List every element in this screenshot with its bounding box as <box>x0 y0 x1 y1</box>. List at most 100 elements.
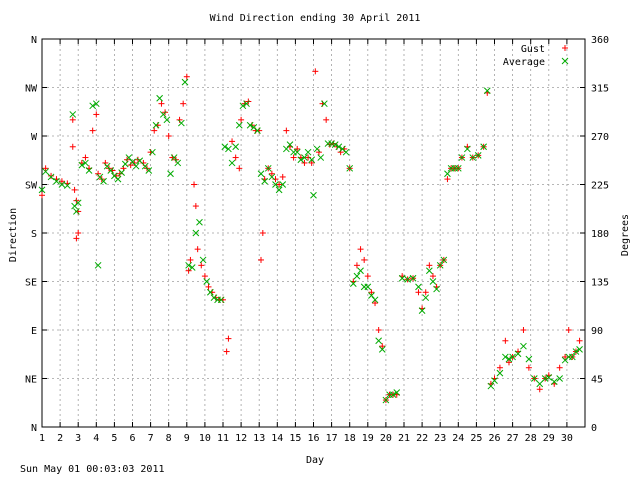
y-axis-label-right: Degrees <box>620 214 631 256</box>
x-tick-label: 24 <box>452 433 464 444</box>
average-point <box>469 154 477 161</box>
average-point <box>268 173 276 181</box>
gust-point <box>258 256 265 263</box>
average-point <box>418 307 426 314</box>
average-point <box>382 396 390 404</box>
average-point <box>545 374 553 381</box>
gust-point <box>268 170 275 177</box>
y-axis-label-left: Direction <box>8 208 19 262</box>
average-point <box>78 161 86 169</box>
y-tick-label-right: 45 <box>591 375 603 386</box>
gust-point <box>192 203 199 210</box>
average-point <box>454 164 462 172</box>
y-tick-label-left: S <box>31 229 37 240</box>
gust-point <box>312 68 319 75</box>
y-tick-label-right: 0 <box>591 423 597 434</box>
gust-point <box>301 159 308 166</box>
x-tick-label: 29 <box>543 433 555 444</box>
gust-point <box>283 127 290 134</box>
legend: Gust Average <box>503 44 569 68</box>
grid-lines <box>41 38 585 428</box>
x-tick-label: 6 <box>129 433 135 444</box>
average-point <box>317 154 325 161</box>
gust-point <box>201 273 208 280</box>
average-point <box>228 159 236 167</box>
average-point <box>217 296 225 304</box>
average-point <box>225 145 232 153</box>
y-tick-label-right: 135 <box>591 278 609 289</box>
y-tick-label-left: E <box>31 326 37 337</box>
average-point <box>301 154 308 161</box>
y-tick-label-right: 360 <box>591 35 609 46</box>
average-point <box>163 116 171 124</box>
gust-point <box>372 300 379 307</box>
y-tick-label-right: 270 <box>591 132 609 143</box>
average-point <box>73 208 80 215</box>
average-point <box>257 170 265 178</box>
y-tick-label-left: NW <box>25 84 38 95</box>
gust-point <box>229 138 236 145</box>
average-point <box>100 177 107 185</box>
average-point <box>491 377 498 385</box>
x-tick-label: 19 <box>362 433 374 444</box>
y-tick-label-right: 315 <box>591 84 609 95</box>
average-point <box>550 378 558 386</box>
average-point <box>221 143 229 151</box>
average-point <box>293 148 301 156</box>
gust-point <box>556 364 563 371</box>
x-tick-label: 22 <box>416 433 428 444</box>
average-point <box>530 375 538 382</box>
gust-point <box>232 154 239 161</box>
gust-point <box>134 156 141 163</box>
y-tick-label-right: 90 <box>591 326 603 337</box>
x-tick-label: 3 <box>75 433 81 444</box>
gust-point <box>75 230 82 236</box>
gust-point <box>151 127 158 134</box>
series-average <box>38 78 583 404</box>
gust-point <box>576 337 583 344</box>
gust-point <box>225 335 232 342</box>
gust-point <box>415 289 422 296</box>
average-point <box>264 164 272 172</box>
average-point <box>174 159 182 167</box>
average-point <box>38 186 46 194</box>
average-point <box>444 170 451 178</box>
gust-point <box>294 145 301 152</box>
gust-point <box>562 353 569 360</box>
gust-point <box>93 111 100 118</box>
average-point <box>409 274 417 282</box>
gust-point <box>48 172 55 179</box>
x-tick-label: 1 <box>39 433 45 444</box>
y-tick-label-left: NE <box>25 375 37 386</box>
gust-point <box>205 283 212 290</box>
gust-point <box>276 181 283 188</box>
gust-point <box>223 348 230 355</box>
average-point <box>192 229 200 237</box>
x-tick-label: 10 <box>199 433 211 444</box>
average-point <box>371 296 379 304</box>
average-point <box>206 288 214 296</box>
gust-point <box>379 343 386 350</box>
average-point <box>178 119 185 127</box>
average-point <box>576 346 583 353</box>
legend-marker-average <box>561 57 569 65</box>
gust-point <box>71 186 78 193</box>
gust-point <box>187 256 194 263</box>
average-point <box>85 167 93 174</box>
average-point <box>520 342 527 350</box>
gust-point <box>238 116 245 123</box>
gust-point <box>69 143 76 150</box>
gust-point <box>73 235 80 242</box>
gust-point <box>422 289 429 296</box>
x-tick-label: 4 <box>93 433 99 444</box>
gust-point <box>326 141 333 148</box>
legend-marker-gust <box>562 45 568 51</box>
average-point <box>42 168 49 175</box>
average-point <box>58 181 66 188</box>
x-tick-label: 26 <box>488 433 500 444</box>
average-point <box>572 348 580 355</box>
x-tick-label: 15 <box>289 433 301 444</box>
average-point <box>92 100 100 108</box>
average-point <box>509 353 516 361</box>
